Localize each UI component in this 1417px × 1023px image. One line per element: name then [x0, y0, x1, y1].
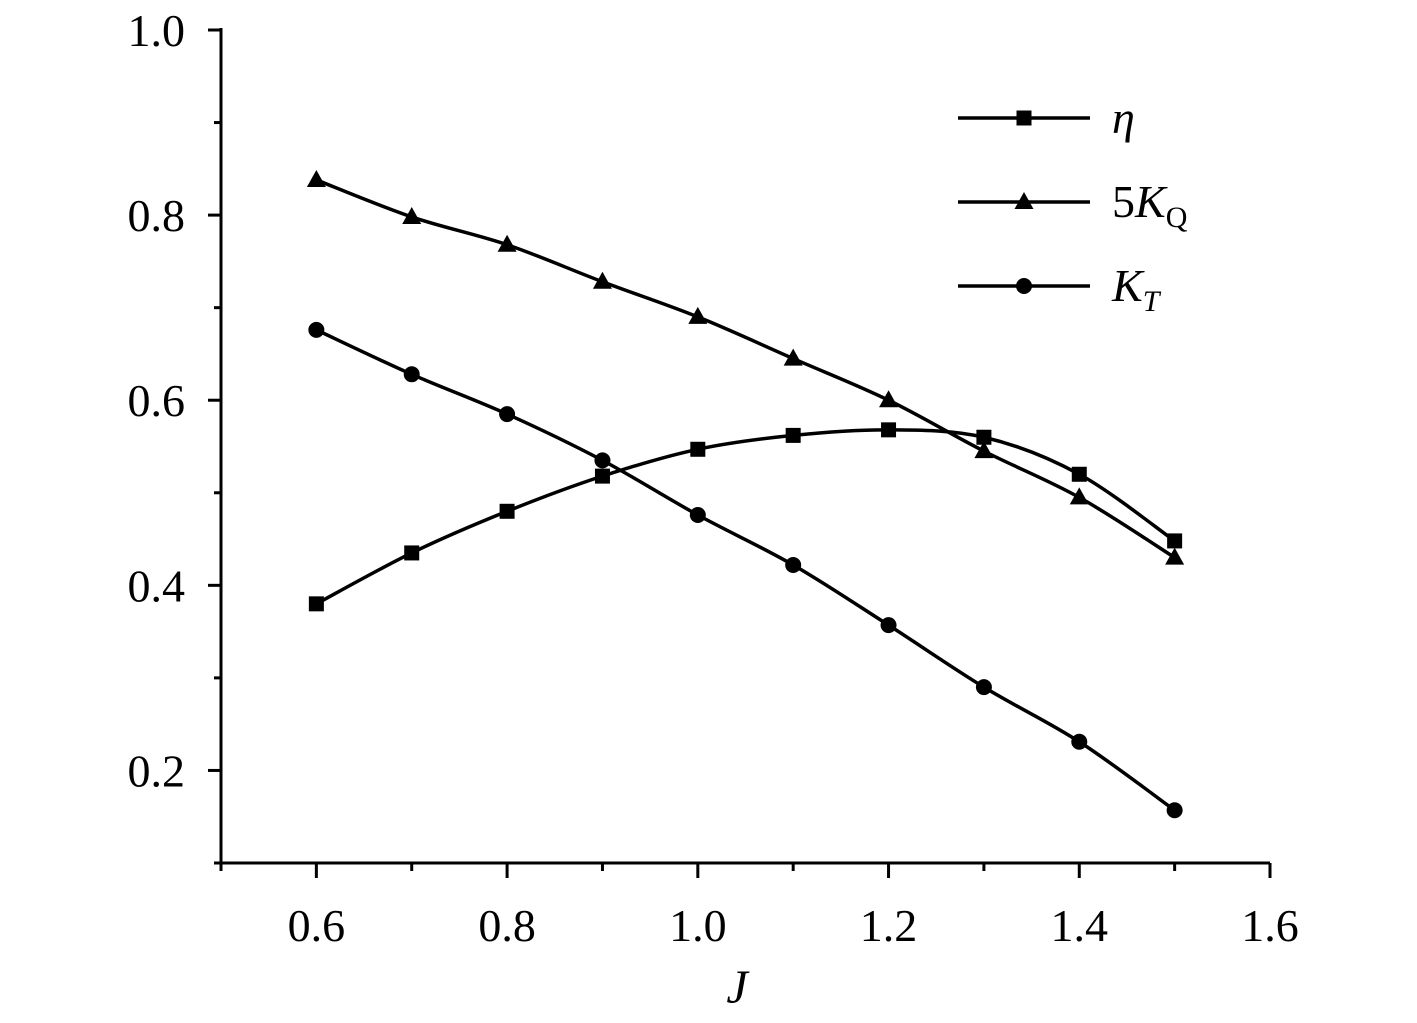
x-tick-label: 1.6 [1241, 900, 1299, 951]
series-triangle [306, 169, 1185, 565]
data-point [594, 468, 610, 484]
y-tick-label: 0.6 [128, 375, 186, 426]
data-point [1165, 547, 1185, 565]
series-square [308, 422, 1183, 612]
series-line [315, 328, 1176, 812]
data-point [404, 545, 420, 561]
y-tick-label: 0.2 [128, 745, 186, 796]
x-tick-label: 1.4 [1051, 900, 1109, 951]
data-point [499, 503, 515, 519]
data-point [594, 452, 611, 469]
data-point [592, 271, 612, 289]
data-point [975, 679, 992, 696]
data-point [402, 206, 422, 224]
legend-marker [1016, 110, 1032, 126]
data-point [880, 617, 897, 634]
legend-entry: η [958, 92, 1135, 143]
data-point [499, 406, 516, 423]
data-point [308, 321, 325, 338]
legend-label: 5KQ [1112, 176, 1188, 234]
data-point [974, 441, 994, 459]
x-tick-label: 0.8 [478, 900, 536, 951]
legend-entry: KT [958, 260, 1162, 318]
legend-marker [1016, 278, 1032, 294]
y-tick-label: 1.0 [128, 5, 186, 56]
data-point [879, 390, 899, 408]
data-point [1071, 466, 1087, 482]
data-point [1166, 802, 1183, 819]
data-point [308, 596, 324, 612]
data-point [783, 348, 803, 366]
legend-entry: 5KQ [958, 176, 1188, 234]
data-point [306, 169, 326, 187]
x-tick-label: 0.6 [288, 900, 346, 951]
data-point [881, 422, 897, 438]
x-tick-label: 1.0 [669, 900, 727, 951]
y-tick-label: 0.4 [128, 560, 186, 611]
data-point [688, 306, 708, 324]
legend-label: η [1112, 92, 1135, 143]
data-point [690, 441, 706, 457]
data-point [785, 556, 802, 573]
series-layer [306, 169, 1185, 819]
axes: 0.2 0.4 0.6 0.8 1.0 0.6 0.8 1.0 1.2 1.4 1.6 [128, 5, 1299, 951]
series-circle [308, 321, 1183, 819]
data-point [785, 427, 801, 443]
data-point [1069, 487, 1089, 505]
y-tick-label: 0.8 [128, 190, 186, 241]
legend: η 5KQ KT [958, 92, 1188, 318]
series-line [315, 428, 1176, 606]
data-point [689, 506, 706, 523]
data-point [976, 429, 992, 445]
series-line [315, 178, 1176, 560]
data-point [497, 234, 517, 252]
data-point [403, 366, 420, 383]
data-point [1167, 533, 1183, 549]
x-tick-label: 1.2 [860, 900, 918, 951]
data-point [1071, 733, 1088, 750]
x-axis-title: J [726, 961, 750, 1014]
legend-marker [1014, 192, 1034, 209]
legend-label: KT [1111, 260, 1162, 318]
